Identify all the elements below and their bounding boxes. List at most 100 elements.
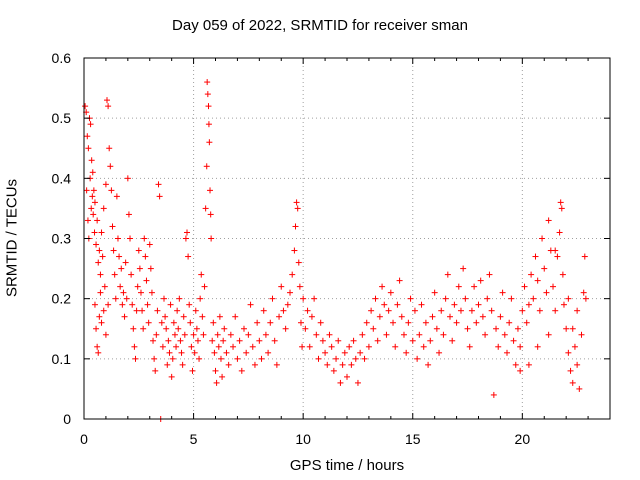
data-point [319, 337, 326, 344]
data-point [330, 367, 337, 374]
data-point [365, 343, 372, 350]
data-point [170, 319, 177, 326]
data-point [131, 343, 138, 350]
data-point [429, 313, 436, 320]
data-point [114, 235, 121, 242]
data-point [215, 343, 222, 350]
y-tick-label: 0.4 [52, 170, 72, 186]
data-point [477, 277, 484, 284]
data-point [497, 313, 504, 320]
data-point [317, 319, 324, 326]
data-point [99, 253, 106, 260]
data-point [254, 319, 261, 326]
data-point [488, 307, 495, 314]
data-point [174, 307, 181, 314]
data-point [532, 253, 539, 260]
chart-title: Day 059 of 2022, SRMTID for receiver sma… [172, 17, 468, 34]
data-point [559, 271, 566, 278]
data-point [124, 175, 131, 182]
data-point [363, 319, 370, 326]
data-point [258, 355, 265, 362]
data-point [411, 307, 418, 314]
data-point [506, 319, 513, 326]
data-point [132, 355, 139, 362]
data-point [193, 325, 200, 332]
data-point [182, 235, 189, 242]
data-point [291, 247, 298, 254]
data-point [510, 337, 517, 344]
data-point [503, 349, 510, 356]
data-point [550, 283, 557, 290]
data-point [292, 223, 299, 230]
data-point [466, 343, 473, 350]
data-point [280, 307, 287, 314]
data-point [106, 145, 113, 152]
data-point [236, 337, 243, 344]
data-point [168, 373, 175, 380]
data-point [407, 295, 414, 302]
data-point [565, 349, 572, 356]
data-point [204, 91, 211, 98]
data-point [164, 361, 171, 368]
data-point [563, 325, 570, 332]
data-point [569, 325, 576, 332]
data-point [100, 307, 107, 314]
data-point [324, 361, 331, 368]
data-point [354, 379, 361, 386]
data-point [282, 325, 289, 332]
data-point [129, 301, 136, 308]
data-point [574, 307, 581, 314]
data-point [111, 271, 118, 278]
grid-lines [84, 58, 610, 419]
data-point [84, 217, 91, 224]
data-point [97, 289, 104, 296]
data-point [273, 361, 280, 368]
x-axis-label: GPS time / hours [289, 457, 405, 474]
data-point [119, 301, 126, 308]
data-point [414, 355, 421, 362]
data-point [208, 235, 215, 242]
data-point [178, 349, 185, 356]
axis-ticks: 0 0.1 0.2 0.3 0.4 0.5 0.6 0 5 10 15 20 [52, 50, 610, 447]
data-point [418, 301, 425, 308]
data-point [105, 301, 112, 308]
data-point [326, 331, 333, 338]
data-point [306, 343, 313, 350]
data-point [554, 253, 561, 260]
data-point [468, 307, 475, 314]
data-point [207, 187, 214, 194]
data-point [484, 295, 491, 302]
data-point [295, 259, 302, 266]
data-point [185, 253, 192, 260]
data-point [175, 325, 182, 332]
data-point [379, 283, 386, 290]
data-point [427, 337, 434, 344]
data-point [158, 319, 165, 326]
data-point [545, 331, 552, 338]
x-tick-label: 20 [515, 431, 531, 447]
data-point [225, 361, 232, 368]
data-point [91, 199, 98, 206]
data-point [322, 349, 329, 356]
data-point [93, 325, 100, 332]
data-point [433, 325, 440, 332]
data-point [294, 205, 301, 212]
data-point [350, 337, 357, 344]
data-point [187, 319, 194, 326]
data-point [135, 247, 142, 254]
data-point [409, 337, 416, 344]
data-point [300, 295, 307, 302]
data-point [148, 289, 155, 296]
data-point [558, 205, 565, 212]
data-point [374, 337, 381, 344]
data-point [102, 181, 109, 188]
data-point [571, 343, 578, 350]
y-tick-label: 0.6 [52, 50, 72, 66]
data-point [361, 355, 368, 362]
data-point [95, 259, 102, 266]
data-point [278, 283, 285, 290]
data-point [262, 331, 269, 338]
data-point [385, 307, 392, 314]
y-tick-label: 0.3 [52, 231, 72, 247]
